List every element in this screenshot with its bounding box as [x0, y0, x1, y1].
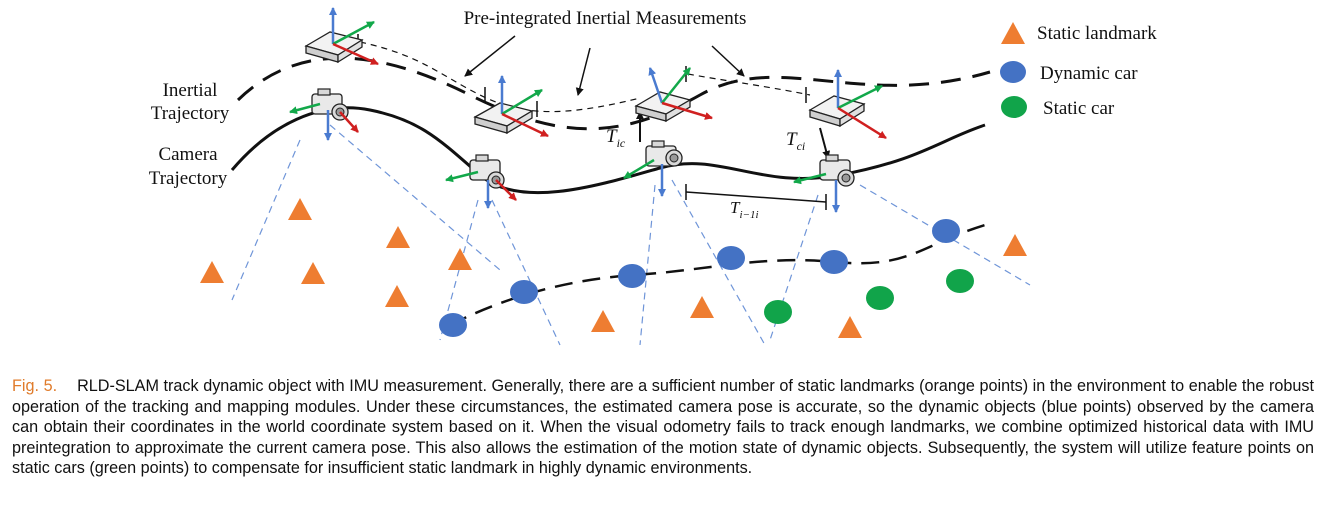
camera-trajectory-label: Camera Trajectory	[149, 144, 228, 189]
caption-text: RLD-SLAM track dynamic object with IMU m…	[12, 377, 1314, 477]
static-landmark	[448, 248, 472, 270]
camera-1	[289, 88, 359, 141]
dynamic-car	[820, 250, 848, 274]
svg-text:Camera: Camera	[158, 144, 218, 165]
inertial-trajectory-label: Inertial Trajectory	[151, 80, 230, 124]
static-cars	[764, 269, 974, 324]
static-landmarks	[200, 198, 1027, 338]
imu-3	[634, 67, 713, 123]
svg-text:Trajectory: Trajectory	[151, 103, 230, 124]
camera-2	[445, 154, 517, 209]
camera-4	[793, 154, 855, 213]
title-arrow-right	[711, 45, 745, 77]
dynamic-car	[932, 219, 960, 243]
preintegration-curve	[359, 41, 811, 113]
dynamic-car	[618, 264, 646, 288]
static-landmark	[690, 296, 714, 318]
static-car	[946, 269, 974, 293]
imu-2	[473, 75, 549, 138]
static-landmark	[200, 261, 224, 283]
static-car	[866, 286, 894, 310]
static-landmark	[301, 262, 325, 284]
camera-trajectory	[230, 106, 986, 195]
static-car	[764, 300, 792, 324]
inertial-trajectory	[236, 56, 991, 131]
legend-triangle-icon	[1001, 22, 1025, 44]
legend-dynamic-icon	[1000, 61, 1026, 83]
static-landmark	[386, 226, 410, 248]
t-ci-arrow	[819, 127, 831, 159]
figure-caption: Fig. 5. RLD-SLAM track dynamic object wit…	[12, 376, 1314, 479]
sight-lines	[231, 124, 1031, 346]
caption-label: Fig. 5.	[12, 377, 58, 395]
static-landmark	[288, 198, 312, 220]
t-interval-label: Ti−1i	[730, 198, 759, 221]
svg-text:Trajectory: Trajectory	[149, 168, 228, 189]
dynamic-car	[439, 313, 467, 337]
t-interval	[685, 184, 827, 210]
dynamic-car	[717, 246, 745, 270]
camera-3	[623, 140, 683, 197]
legend: Static landmark Dynamic car Static car	[1000, 22, 1157, 119]
imu-4	[808, 69, 887, 140]
static-landmark	[591, 310, 615, 332]
t-ci-label: Tci	[786, 129, 805, 153]
title-arrow-left	[464, 35, 516, 77]
dynamic-cars	[439, 219, 960, 337]
legend-static-car-icon	[1001, 96, 1027, 118]
title-arrow-middle	[575, 47, 591, 96]
dynamic-car-trajectory	[449, 223, 986, 327]
figure: Pre-integrated Inertial Measurements Ine…	[149, 7, 1157, 346]
static-landmark	[1003, 234, 1027, 256]
svg-text:Inertial: Inertial	[163, 80, 218, 101]
dynamic-car	[510, 280, 538, 304]
figure-title: Pre-integrated Inertial Measurements	[464, 8, 747, 29]
static-landmark	[385, 285, 409, 307]
static-landmark	[838, 316, 862, 338]
imu-1	[304, 7, 379, 66]
t-ic-label: Tic	[606, 126, 626, 150]
legend-static-car: Static car	[1043, 98, 1115, 119]
legend-static-landmark: Static landmark	[1037, 23, 1157, 44]
legend-dynamic-car: Dynamic car	[1040, 63, 1138, 84]
